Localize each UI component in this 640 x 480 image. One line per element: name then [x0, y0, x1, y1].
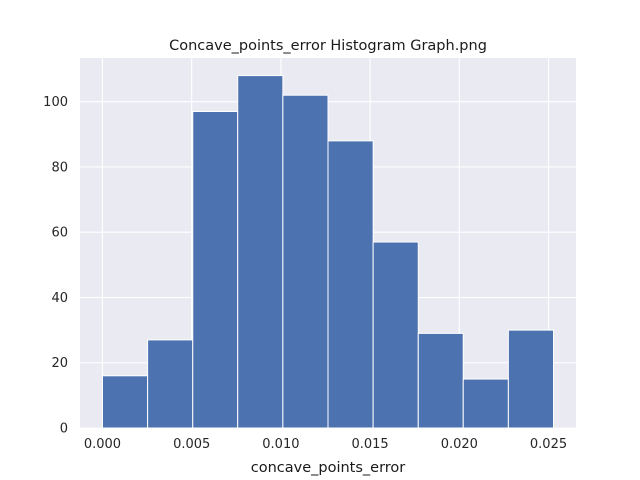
histogram-bar: [417, 332, 464, 429]
x-tick-label: 0.015: [351, 437, 388, 452]
x-tick-label: 0.020: [441, 437, 478, 452]
x-tick-label: 0.005: [173, 437, 210, 452]
y-axis-ticks: 0 20 40 60 80 100: [43, 95, 68, 436]
x-tick-label: 0.000: [84, 437, 121, 452]
chart-title: Concave_points_error Histogram Graph.png: [169, 38, 487, 54]
histogram-bar: [327, 140, 374, 429]
y-tick-label: 40: [51, 291, 68, 306]
x-axis-label: concave_points_error: [251, 460, 406, 476]
y-tick-label: 20: [51, 356, 68, 371]
x-axis-ticks: 0.000 0.005 0.010 0.015 0.020 0.025: [84, 437, 567, 452]
y-tick-label: 0: [60, 422, 68, 437]
histogram-bar: [462, 378, 509, 429]
histogram-bar: [372, 241, 419, 429]
y-tick-label: 100: [43, 95, 68, 110]
histogram-bar: [282, 94, 329, 429]
histogram-bar: [237, 75, 284, 429]
histogram-bar: [192, 111, 239, 429]
histogram-bars: [101, 75, 555, 429]
histogram-bar: [147, 339, 194, 429]
y-tick-label: 60: [51, 226, 68, 241]
x-tick-label: 0.010: [262, 437, 299, 452]
histogram-bar: [507, 329, 555, 429]
x-tick-label: 0.025: [530, 437, 567, 452]
histogram-bar: [101, 375, 149, 429]
y-tick-label: 80: [51, 160, 68, 175]
